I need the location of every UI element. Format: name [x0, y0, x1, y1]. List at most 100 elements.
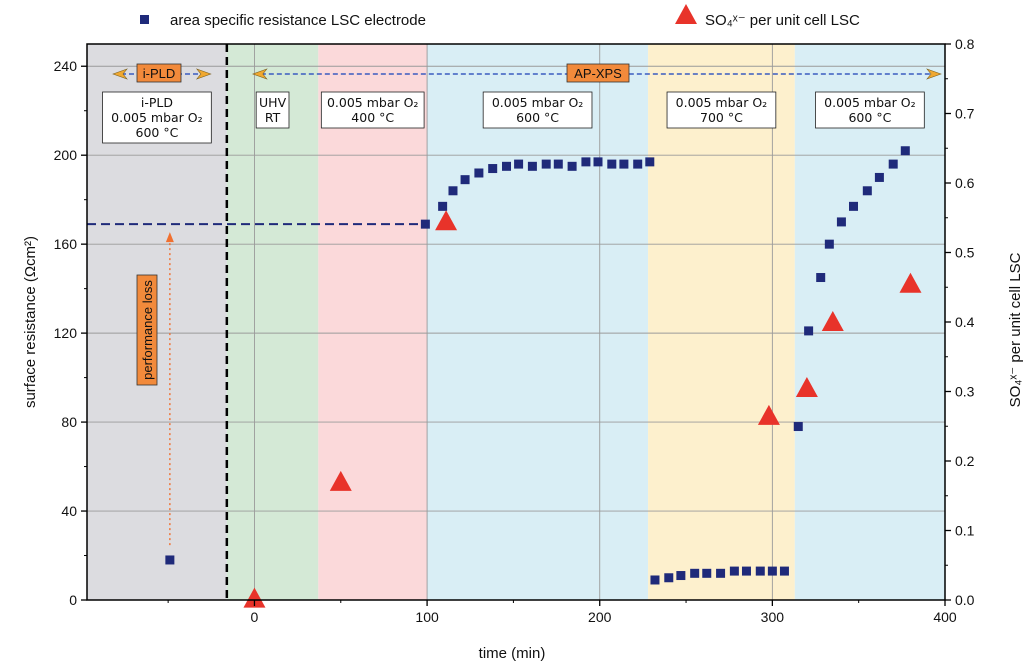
- region-5: [794, 44, 945, 600]
- resistance-point-33: [824, 239, 834, 249]
- reference-line-group: [87, 44, 426, 600]
- legend-label-resistance: area specific resistance LSC electrode: [170, 12, 426, 29]
- resistance-point-0: [165, 555, 175, 565]
- ipld-arrow-head-left: [112, 68, 128, 80]
- sulfate-point-1: [329, 470, 352, 491]
- phase-label-5-line-1: 600 °C: [848, 110, 891, 125]
- y-tick-label-0: 0: [69, 592, 77, 608]
- phase-label-5-line-0: 0.005 mbar O₂: [824, 95, 916, 110]
- legend: area specific resistance LSC electrode S…: [140, 4, 860, 29]
- apxps-tag-box: [566, 63, 630, 83]
- y2-tick-label-3: 0.3: [955, 384, 975, 400]
- y2-tick-label-5: 0.5: [955, 245, 975, 261]
- resistance-point-32: [816, 273, 826, 283]
- ipld-tag-box: [136, 63, 182, 83]
- resistance-point-39: [900, 146, 910, 156]
- y2-tick-label-1: 0.1: [955, 523, 975, 539]
- resistance-point-14: [593, 157, 603, 167]
- resistance-point-26: [741, 566, 751, 576]
- phase-label-1-line-1: RT: [265, 110, 281, 125]
- resistance-point-21: [676, 571, 686, 581]
- resistance-point-19: [650, 575, 660, 585]
- resistance-point-36: [862, 186, 872, 196]
- sulfate-point-4: [795, 377, 818, 398]
- resistance-point-18: [645, 157, 655, 167]
- phase-label-2-line-1: 400 °C: [351, 110, 394, 125]
- apxps-tag-label: AP-XPS: [574, 66, 622, 81]
- x-tick-label-0: 0: [251, 609, 259, 625]
- phase-label-1-line-0: UHV: [259, 95, 287, 110]
- resistance-point-3: [448, 186, 458, 196]
- y2-axis-title: SO₄ˣ⁻ per unit cell LSC: [1007, 252, 1024, 407]
- y-tick-label-4: 160: [54, 236, 78, 252]
- resistance-point-4: [460, 175, 470, 185]
- performance-loss-label: performance loss: [140, 280, 155, 380]
- y-tick-label-6: 240: [54, 58, 78, 74]
- resistance-point-37: [874, 172, 884, 182]
- grid-lines: [87, 44, 945, 600]
- resistance-point-22: [690, 568, 700, 578]
- apxps-arrow-head-left: [251, 68, 268, 80]
- resistance-point-30: [793, 422, 803, 432]
- y2-tick-label-4: 0.4: [955, 314, 975, 330]
- phase-label-4-line-0: 0.005 mbar O₂: [676, 95, 768, 110]
- performance-loss-tag: performance loss: [136, 274, 158, 386]
- resistance-point-15: [607, 159, 617, 169]
- resistance-point-27: [755, 566, 765, 576]
- ipld-tag-label: i-PLD: [143, 66, 176, 81]
- x-tick-label-4: 400: [933, 609, 957, 625]
- region-4: [648, 44, 795, 600]
- phase-label-2-line-0: 0.005 mbar O₂: [327, 95, 419, 110]
- x-tick-label-2: 200: [588, 609, 612, 625]
- phase-label-box-2: [320, 91, 425, 129]
- axes: 0 100 200 300 400 0 40 80 120 160 200 240 0.0 0.1 0.2 0…: [54, 36, 975, 625]
- phase-label-box-0: [102, 91, 212, 144]
- resistance-point-16: [619, 159, 629, 169]
- resistance-point-38: [888, 159, 898, 169]
- apxps-arrow-head-right: [926, 68, 942, 80]
- region-2: [318, 44, 428, 600]
- apxps-tag: AP-XPS: [566, 63, 630, 83]
- y2-tick-label-6: 0.6: [955, 175, 975, 191]
- resistance-point-25: [729, 566, 739, 576]
- resistance-point-12: [567, 161, 577, 171]
- resistance-point-20: [664, 573, 674, 583]
- region-3: [427, 44, 649, 600]
- resistance-series: [165, 146, 910, 585]
- resistance-point-8: [514, 159, 524, 169]
- sulfate-point-6: [899, 272, 922, 293]
- y2-tick-label-7: 0.7: [955, 106, 975, 122]
- y2-tick-label-2: 0.2: [955, 453, 975, 469]
- y-tick-label-5: 200: [54, 147, 78, 163]
- phase-label-box-4: [666, 91, 777, 129]
- phase-label-box-1: [255, 91, 290, 129]
- resistance-point-28: [767, 566, 777, 576]
- performance-loss-arrow-head: [165, 232, 174, 243]
- resistance-point-6: [488, 164, 498, 174]
- resistance-point-23: [702, 568, 712, 578]
- ipld-tag: i-PLD: [136, 63, 182, 83]
- phase-label-box-3: [482, 91, 593, 129]
- y-tick-label-2: 80: [61, 414, 77, 430]
- legend-triangle-marker: [675, 4, 697, 24]
- phase-label-0-line-1: 0.005 mbar O₂: [111, 110, 203, 125]
- y-tick-label-1: 40: [61, 503, 77, 519]
- sulfate-point-5: [821, 311, 844, 331]
- ipld-arrow-head-right: [195, 68, 212, 80]
- resistance-point-17: [633, 159, 643, 169]
- resistance-point-35: [849, 201, 859, 211]
- phase-label-4-line-1: 700 °C: [700, 110, 743, 125]
- resistance-point-5: [474, 168, 484, 178]
- x-tick-label-3: 300: [761, 609, 785, 625]
- phase-regions: [87, 44, 945, 600]
- resistance-point-2: [438, 201, 448, 211]
- x-tick-label-1: 100: [415, 609, 439, 625]
- sulfate-series: [243, 210, 922, 608]
- y-tick-label-3: 120: [54, 325, 78, 341]
- legend-square-marker: [140, 15, 149, 24]
- sulfate-point-2: [435, 210, 458, 231]
- sulfate-point-0: [243, 587, 266, 608]
- resistance-point-31: [804, 326, 814, 336]
